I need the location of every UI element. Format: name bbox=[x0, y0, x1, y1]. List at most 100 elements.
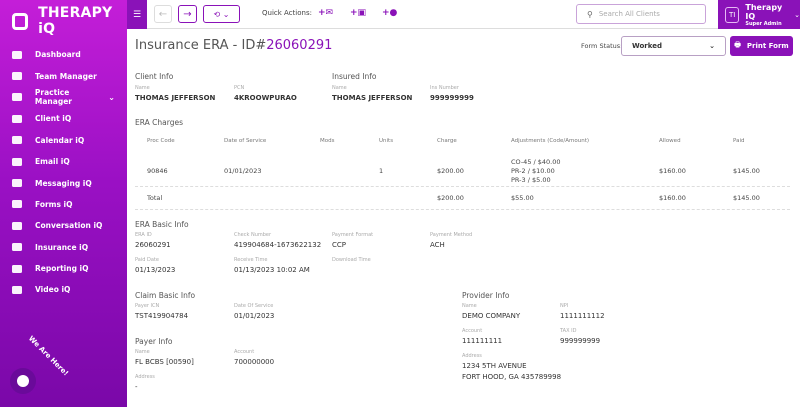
sidebar-item-label: Dashboard bbox=[35, 50, 81, 60]
field-value: 1111111112 bbox=[560, 312, 605, 320]
column-header: Date of Service bbox=[224, 138, 267, 144]
add-client-icon[interactable]: +● bbox=[382, 8, 398, 18]
cell-adjustment: PR-2 / $10.00 bbox=[511, 167, 555, 175]
field-label: Name bbox=[135, 349, 150, 355]
field-label: Address bbox=[462, 353, 482, 359]
user-name: Therapy IQ bbox=[745, 2, 783, 21]
field-value: TST419904784 bbox=[135, 312, 189, 320]
sidebar-item-team-manager[interactable]: Team Manager bbox=[0, 65, 127, 86]
sidebar-item-label: Insurance iQ bbox=[35, 242, 89, 252]
practice-icon bbox=[12, 93, 22, 102]
video-icon bbox=[12, 285, 22, 294]
logo[interactable]: THERAPY iQ bbox=[0, 0, 127, 42]
field-label: Name bbox=[462, 303, 477, 309]
avatar: TI bbox=[725, 6, 740, 23]
chat-button[interactable] bbox=[10, 368, 36, 394]
sidebar-item-label: Email iQ bbox=[35, 157, 70, 167]
calendar-icon bbox=[12, 136, 22, 145]
print-form-button[interactable]: 🖶 Print Form bbox=[730, 36, 793, 56]
era_basic-title: ERA Basic Info bbox=[135, 220, 189, 229]
sidebar-toggle-button[interactable]: ☰ bbox=[127, 0, 147, 29]
field-label: Receive Time bbox=[234, 257, 268, 263]
total-allowed: $160.00 bbox=[659, 194, 686, 202]
forward-button[interactable]: → bbox=[178, 5, 197, 23]
email-icon bbox=[12, 157, 22, 166]
field-value: 26060291 bbox=[135, 241, 171, 249]
total-adjustments: $55.00 bbox=[511, 194, 534, 202]
field-value: 111111111 bbox=[462, 337, 503, 345]
sidebar-item-conversation-iq[interactable]: Conversation iQ bbox=[0, 215, 127, 236]
user-role: Super Admin bbox=[745, 20, 782, 27]
client-pcn: 4KROOWPURAO bbox=[234, 94, 297, 102]
page-title: Insurance ERA - ID#26060291 bbox=[135, 38, 333, 53]
add-email-icon[interactable]: +✉ bbox=[318, 8, 334, 18]
sidebar-item-practice-manager[interactable]: Practice Manager ⌄ bbox=[0, 87, 127, 108]
label: Ins Number bbox=[430, 85, 459, 91]
chevron-down-icon: ⌄ bbox=[709, 42, 715, 50]
form-status-select[interactable]: Worked ⌄ bbox=[621, 36, 726, 56]
cell-adjustment: CO-45 / $40.00 bbox=[511, 158, 561, 166]
search-input[interactable]: ⚲ Search All Clients bbox=[576, 4, 706, 24]
provider_info-title: Provider Info bbox=[462, 291, 510, 300]
insured-ins-number: 999999999 bbox=[430, 94, 474, 102]
field-value: 01/13/2023 10:02 AM bbox=[234, 266, 310, 274]
field-value: 999999999 bbox=[560, 337, 601, 345]
total-charge: $200.00 bbox=[437, 194, 464, 202]
history-button[interactable]: ⟲ ⌄ bbox=[203, 5, 240, 23]
user-menu[interactable]: TI Therapy IQ Super Admin ⌄ bbox=[718, 0, 800, 29]
sidebar-item-label: Team Manager bbox=[35, 71, 97, 81]
field-value: 1234 5TH AVENUE bbox=[462, 362, 527, 370]
payer_info-title: Payer Info bbox=[135, 337, 173, 346]
insured-name: THOMAS JEFFERSON bbox=[332, 94, 413, 102]
field-label: TAX ID bbox=[560, 328, 577, 334]
field-value: CCP bbox=[332, 241, 346, 249]
forms-icon bbox=[12, 200, 22, 209]
cell-allowed: $160.00 bbox=[659, 167, 686, 175]
sidebar-item-label: Reporting iQ bbox=[35, 264, 89, 274]
quick-actions-label: Quick Actions: bbox=[262, 9, 312, 17]
back-button[interactable]: ← bbox=[154, 5, 172, 23]
cell-charge: $200.00 bbox=[437, 167, 464, 175]
team-icon bbox=[12, 72, 22, 81]
claim_basic-title: Claim Basic Info bbox=[135, 291, 196, 300]
add-appointment-icon[interactable]: +▣ bbox=[350, 8, 367, 18]
sidebar-item-video-iq[interactable]: Video iQ bbox=[0, 279, 127, 300]
chevron-down-icon: ⌄ bbox=[108, 92, 115, 102]
era-charges-title: ERA Charges bbox=[135, 118, 183, 127]
sidebar-item-dashboard[interactable]: Dashboard bbox=[0, 44, 127, 65]
sidebar-item-label: Client iQ bbox=[35, 114, 72, 124]
messaging-icon bbox=[12, 179, 22, 188]
field-value: 01/01/2023 bbox=[234, 312, 275, 320]
form-status-label: Form Status: bbox=[581, 42, 623, 50]
sidebar-item-messaging-iq[interactable]: Messaging iQ bbox=[0, 172, 127, 193]
sidebar-item-label: Calendar iQ bbox=[35, 135, 85, 145]
field-value: 01/13/2023 bbox=[135, 266, 176, 274]
field-value: 419904684-1673622132 bbox=[234, 241, 322, 249]
dashboard-icon bbox=[12, 50, 22, 59]
sidebar-item-client-iq[interactable]: Client iQ bbox=[0, 108, 127, 129]
provider-address-line2: FORT HOOD, GA 435789998 bbox=[462, 373, 562, 381]
field-label: Account bbox=[234, 349, 255, 355]
sidebar-item-calendar-iq[interactable]: Calendar iQ bbox=[0, 130, 127, 151]
sidebar-item-email-iq[interactable]: Email iQ bbox=[0, 151, 127, 172]
sidebar-item-forms-iq[interactable]: Forms iQ bbox=[0, 194, 127, 215]
logo-icon bbox=[12, 12, 29, 30]
column-header: Proc Code bbox=[147, 138, 175, 144]
field-label: Paid Date bbox=[135, 257, 159, 263]
client-info-title: Client Info bbox=[135, 72, 174, 81]
cell-dos: 01/01/2023 bbox=[224, 167, 262, 175]
insurance-icon bbox=[12, 243, 22, 252]
field-label: Payer ICN bbox=[135, 303, 160, 309]
field-value: - bbox=[135, 383, 138, 391]
cell-adjustment: PR-3 / $5.00 bbox=[511, 176, 551, 184]
sidebar: THERAPY iQ Dashboard Team Manager Practice… bbox=[0, 0, 127, 407]
field-label: Account bbox=[462, 328, 483, 334]
sidebar-item-insurance-iq[interactable]: Insurance iQ bbox=[0, 237, 127, 258]
column-header: Adjustments (Code/Amount) bbox=[511, 138, 590, 144]
label: Name bbox=[332, 85, 347, 91]
sidebar-item-label: Forms iQ bbox=[35, 199, 73, 209]
sidebar-item-reporting-iq[interactable]: Reporting iQ bbox=[0, 258, 127, 279]
insured-info-title: Insured Info bbox=[332, 72, 377, 81]
chat-label: We Are Here! bbox=[26, 334, 70, 378]
field-label: Address bbox=[135, 374, 155, 380]
